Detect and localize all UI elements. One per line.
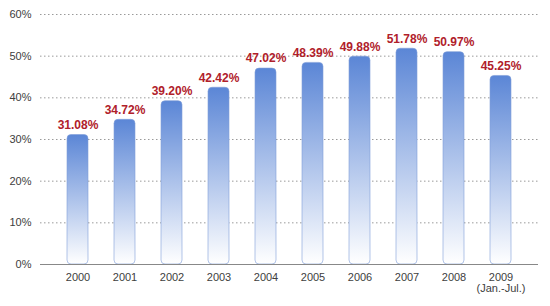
svg-text:2002: 2002	[160, 271, 184, 283]
svg-text:2005: 2005	[301, 271, 325, 283]
svg-text:2000: 2000	[66, 271, 90, 283]
svg-text:50%: 50%	[9, 50, 31, 62]
svg-text:2008: 2008	[442, 271, 466, 283]
svg-text:50.97%: 50.97%	[434, 35, 475, 49]
svg-text:60%: 60%	[9, 8, 31, 20]
svg-text:40%: 40%	[9, 91, 31, 103]
svg-text:30%: 30%	[9, 133, 31, 145]
svg-text:0%: 0%	[16, 258, 32, 270]
svg-text:2001: 2001	[113, 271, 137, 283]
svg-text:2007: 2007	[395, 271, 419, 283]
svg-text:10%: 10%	[9, 216, 31, 228]
svg-text:42.42%: 42.42%	[199, 71, 240, 85]
svg-text:2006: 2006	[348, 271, 372, 283]
svg-text:49.88%: 49.88%	[340, 40, 381, 54]
svg-text:51.78%: 51.78%	[387, 32, 428, 46]
svg-text:45.25%: 45.25%	[481, 59, 522, 73]
svg-text:31.08%: 31.08%	[58, 118, 99, 132]
svg-text:2004: 2004	[254, 271, 278, 283]
svg-text:20%: 20%	[9, 175, 31, 187]
svg-text:2009(Jan.-Jul.): 2009(Jan.-Jul.)	[477, 271, 526, 294]
svg-text:47.02%: 47.02%	[246, 51, 287, 65]
svg-text:34.72%: 34.72%	[105, 103, 146, 117]
svg-text:48.39%: 48.39%	[293, 46, 334, 60]
svg-text:2003: 2003	[207, 271, 231, 283]
svg-text:39.20%: 39.20%	[152, 84, 193, 98]
